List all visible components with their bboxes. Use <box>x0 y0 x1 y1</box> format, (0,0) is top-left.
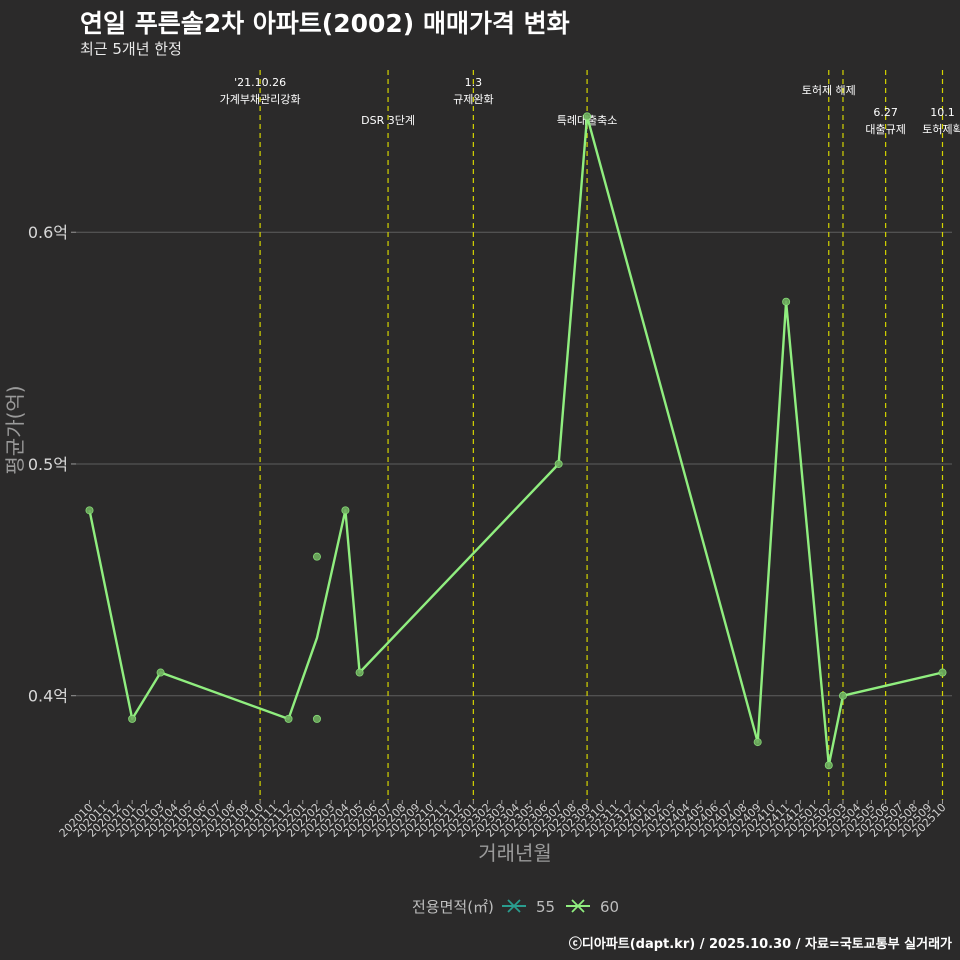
y-tick-label: 0.5억 <box>28 455 68 474</box>
legend-key-cross <box>507 899 521 913</box>
data-point <box>341 506 350 515</box>
event-label: DSR 3단계 <box>361 114 415 127</box>
series-line-60 <box>88 115 943 767</box>
event-label: '21.10.26 가계부채관리강화 <box>220 76 301 106</box>
y-axis-ticks: 0.4억 0.5억 0.6억 <box>28 223 76 706</box>
x-axis-ticks: 2020102020112020122021012021022021032021… <box>57 800 949 840</box>
legend-label: 60 <box>600 898 619 916</box>
chart-subtitle: 최근 5개년 한정 <box>80 40 182 58</box>
data-point <box>554 459 563 468</box>
legend-label: 55 <box>536 898 555 916</box>
legend-title: 전용면적(㎡) <box>412 898 494 916</box>
data-point <box>753 738 762 747</box>
legend: 전용면적(㎡) 55 60 <box>412 898 619 916</box>
data-point <box>312 714 321 723</box>
event-label: 1.3 규제완화 <box>453 76 493 106</box>
legend-item-55: 55 <box>502 898 555 916</box>
event-label: 10.1 토허제확 <box>922 106 960 136</box>
data-point <box>782 297 791 306</box>
legend-key-cross <box>571 899 585 913</box>
data-point <box>838 691 847 700</box>
y-tick-label: 0.6억 <box>28 223 68 242</box>
event-label: 6.27 대출규제 <box>865 106 905 136</box>
legend-item-60: 60 <box>566 898 619 916</box>
data-point <box>355 668 364 677</box>
data-point <box>85 506 94 515</box>
data-point <box>312 552 321 561</box>
series-layer <box>85 112 947 770</box>
data-point <box>128 714 137 723</box>
event-label: 토허제 해제 <box>802 83 856 97</box>
source-caption: ⓒ디아파트(dapt.kr) / 2025.10.30 / 자료=국토교통부 실… <box>568 937 952 952</box>
grid-layer <box>76 231 952 697</box>
data-point <box>938 668 947 677</box>
data-point <box>156 668 165 677</box>
y-axis-title: 평균가(억) <box>3 385 27 474</box>
data-point <box>284 714 293 723</box>
y-tick-label: 0.4억 <box>28 687 68 706</box>
data-point <box>824 761 833 770</box>
chart-title: 연일 푸른솔2차 아파트(2002) 매매가격 변화 <box>80 9 570 38</box>
data-point <box>583 112 592 121</box>
legend-entries: 55 60 <box>502 898 619 916</box>
x-axis-title: 거래년월 <box>478 841 552 865</box>
